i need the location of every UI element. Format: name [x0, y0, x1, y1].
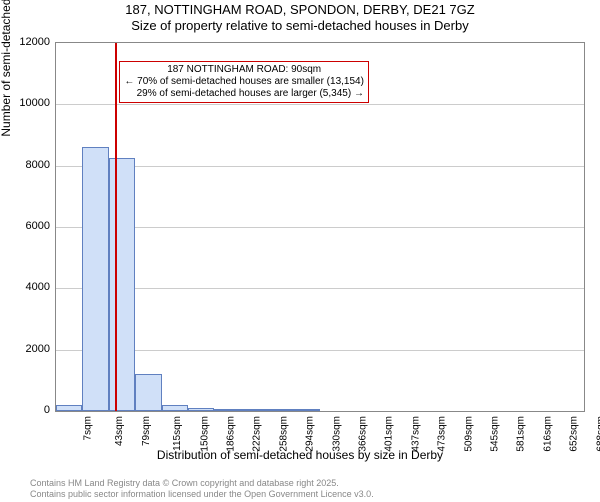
y-tick-label: 8000: [5, 159, 50, 171]
histogram-bar: [162, 405, 188, 411]
x-tick-label: 150sqm: [199, 416, 210, 452]
x-tick-label: 509sqm: [463, 416, 474, 452]
histogram-bar: [82, 147, 108, 411]
grid-line: [56, 288, 584, 289]
chart-title-sub: Size of property relative to semi-detach…: [0, 18, 600, 33]
x-tick-label: 545sqm: [490, 416, 501, 452]
chart-plot-area: 187 NOTTINGHAM ROAD: 90sqm← 70% of semi-…: [55, 42, 585, 412]
histogram-bar: [241, 409, 267, 411]
footer-line-2: Contains public sector information licen…: [30, 489, 374, 500]
x-tick-label: 258sqm: [278, 416, 289, 452]
x-tick-label: 294sqm: [305, 416, 316, 452]
x-tick-label: 330sqm: [331, 416, 342, 452]
histogram-bar: [188, 408, 214, 411]
y-tick-label: 2000: [5, 343, 50, 355]
histogram-bar: [135, 374, 161, 411]
x-tick-label: 7sqm: [82, 416, 93, 440]
histogram-bar: [294, 409, 320, 411]
x-tick-label: 186sqm: [226, 416, 237, 452]
x-tick-label: 652sqm: [569, 416, 580, 452]
x-tick-label: 473sqm: [437, 416, 448, 452]
y-axis-label: Number of semi-detached properties: [0, 0, 13, 137]
footer-attribution: Contains HM Land Registry data © Crown c…: [30, 478, 374, 500]
chart-title-main: 187, NOTTINGHAM ROAD, SPONDON, DERBY, DE…: [0, 2, 600, 17]
annotation-line: ← 70% of semi-detached houses are smalle…: [124, 76, 364, 88]
histogram-bar: [267, 409, 293, 411]
x-axis-label: Distribution of semi-detached houses by …: [0, 448, 600, 462]
annotation-line: 29% of semi-detached houses are larger (…: [124, 88, 364, 100]
x-tick-label: 688sqm: [595, 416, 600, 452]
histogram-bar: [214, 409, 240, 411]
annotation-line: 187 NOTTINGHAM ROAD: 90sqm: [124, 64, 364, 76]
grid-line: [56, 166, 584, 167]
property-marker-line: [115, 43, 117, 411]
histogram-bar: [109, 158, 135, 411]
annotation-box: 187 NOTTINGHAM ROAD: 90sqm← 70% of semi-…: [119, 61, 369, 103]
y-tick-label: 4000: [5, 281, 50, 293]
x-tick-label: 401sqm: [384, 416, 395, 452]
x-tick-label: 43sqm: [114, 416, 125, 446]
x-tick-label: 581sqm: [516, 416, 527, 452]
x-tick-label: 79sqm: [141, 416, 152, 446]
footer-line-1: Contains HM Land Registry data © Crown c…: [30, 478, 374, 489]
y-tick-label: 12000: [5, 36, 50, 48]
x-tick-label: 616sqm: [542, 416, 553, 452]
grid-line: [56, 104, 584, 105]
x-tick-label: 437sqm: [410, 416, 421, 452]
y-tick-label: 6000: [5, 220, 50, 232]
x-tick-label: 366sqm: [358, 416, 369, 452]
grid-line: [56, 350, 584, 351]
x-tick-label: 115sqm: [172, 416, 183, 451]
grid-line: [56, 227, 584, 228]
histogram-bar: [56, 405, 82, 411]
x-tick-label: 222sqm: [252, 416, 263, 452]
y-tick-label: 10000: [5, 97, 50, 109]
y-tick-label: 0: [5, 404, 50, 416]
